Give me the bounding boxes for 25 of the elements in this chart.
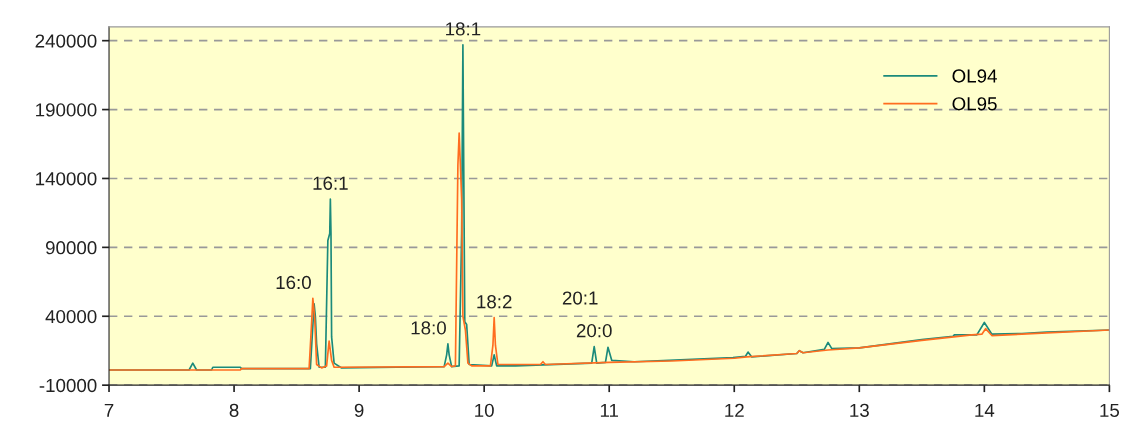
x-tick-label: 12 <box>725 403 744 417</box>
y-tick-label: 190000 <box>36 103 97 117</box>
x-tick-label: 10 <box>475 403 494 417</box>
annotation: 18:2 <box>477 295 512 309</box>
x-tick-label: 15 <box>1100 403 1120 417</box>
y-tick-label: 140000 <box>36 172 97 186</box>
x-tick-label: 9 <box>354 403 364 417</box>
x-tick-label: 8 <box>229 403 239 417</box>
x-tick-label: 11 <box>600 403 619 417</box>
x-tick-label: 13 <box>850 403 869 417</box>
annotation: 20:0 <box>576 324 612 338</box>
line-series <box>109 132 1110 371</box>
y-tick-label: -10000 <box>39 378 97 393</box>
x-tick-label: 14 <box>975 403 995 417</box>
annotation: 16:1 <box>313 176 348 190</box>
legend-label: OL95 <box>952 97 997 111</box>
annotation: 20:1 <box>562 291 598 305</box>
annotation: 18:0 <box>411 321 446 335</box>
x-tick-label: 7 <box>104 403 114 417</box>
y-tick-label: 240000 <box>35 34 97 48</box>
y-tick-label: 40000 <box>45 309 97 324</box>
annotation: 18:1 <box>446 22 481 36</box>
annotation: 16:0 <box>276 275 311 290</box>
y-tick-label: 90000 <box>45 241 97 255</box>
legend-label: OL94 <box>952 69 997 83</box>
